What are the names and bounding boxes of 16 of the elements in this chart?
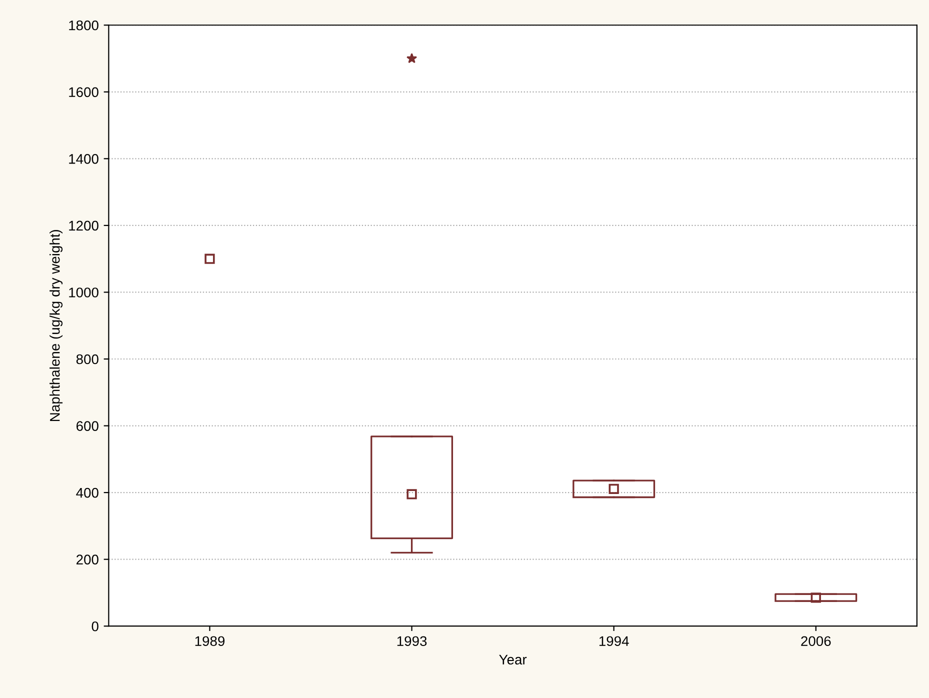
y-tick-label: 1800 [69,20,98,30]
y-tick-label: 1400 [69,154,98,164]
y-tick-label: 1200 [69,220,98,231]
x-tick-label: 2006 [801,636,831,646]
y-tick-label: 800 [76,354,98,364]
y-tick-label: 200 [76,554,98,564]
y-tick-label: 600 [76,421,98,431]
y-tick-label: 1600 [69,87,98,98]
y-tick-label: 0 [92,621,98,632]
x-axis-title: Year [499,654,527,665]
x-tick-label: 1994 [599,636,629,646]
y-tick-label: 400 [76,488,98,498]
y-axis-title: Naphthalene (ug/kg dry weight) [50,230,63,421]
y-tick-label: 1000 [69,288,98,298]
x-tick-label: 1993 [397,636,427,646]
x-tick-label: 1989 [195,636,225,646]
